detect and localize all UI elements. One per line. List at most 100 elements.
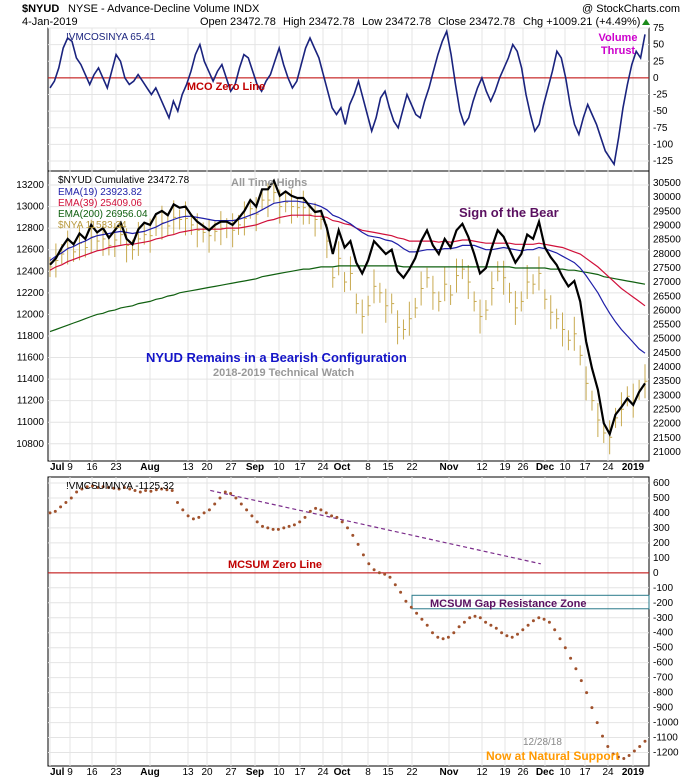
mcsum-dot xyxy=(601,734,604,738)
price-panel-content: 13200 13000 12800 12600 12400 12200 12000 11800… xyxy=(16,178,681,458)
y-tick-label-right: 21500 xyxy=(653,433,681,444)
mcsum-dot xyxy=(553,628,557,632)
y-tick-label: -900 xyxy=(653,703,673,714)
mco-legend: !VMCOSINYA 65.41 xyxy=(66,32,156,43)
mcsum-dot xyxy=(101,485,105,489)
mcsum-dot xyxy=(531,619,535,623)
mcsum-dot xyxy=(361,553,365,557)
mcsum-dot xyxy=(287,524,291,528)
x-tick-label: Jul xyxy=(50,767,65,778)
mcsum-dot xyxy=(207,508,211,512)
mcsum-dot xyxy=(112,486,116,490)
ohlc-low: Low 23472.78 xyxy=(362,16,431,28)
price-legend-0: $NYUD Cumulative 23472.78 xyxy=(58,175,190,186)
mcsum-dot xyxy=(144,489,148,492)
y-tick-label-left: 12200 xyxy=(16,288,44,299)
mcsum-dot xyxy=(245,508,249,512)
all-time-highs-label: All Time Highs xyxy=(231,177,307,189)
y-tick-label-right: 27000 xyxy=(653,277,681,288)
mcsum-panel-content: 600 500 400 300 200 100 0 -100 -200 -300 -400 -500 -… xyxy=(48,478,679,760)
y-tick-label-left: 12000 xyxy=(16,309,44,320)
x-tick-label: 16 xyxy=(86,767,98,778)
x-tick-label: 17 xyxy=(294,462,306,473)
y-tick-label-right: 29500 xyxy=(653,206,681,217)
mcsum-dot xyxy=(154,488,158,492)
x-tick-label: 27 xyxy=(225,767,237,778)
y-tick-label-right: 23500 xyxy=(653,376,681,387)
mcsum-dot xyxy=(117,487,121,491)
price-series-line xyxy=(49,178,646,437)
gap-zone-label: MCSUM Gap Resistance Zone xyxy=(430,598,586,610)
x-tick-label: 9 xyxy=(67,462,73,473)
y-tick-label: 75 xyxy=(653,23,665,34)
y-tick-label: 400 xyxy=(653,508,670,519)
x-tick-label: Jul xyxy=(50,462,65,473)
mcsum-dot xyxy=(526,623,530,627)
mcsum-dot xyxy=(579,679,583,683)
mcsum-dot xyxy=(191,517,195,521)
mcsum-dot xyxy=(420,617,424,621)
thrust-label-line1: Volume xyxy=(599,32,638,44)
price-series-line xyxy=(49,214,646,307)
mco-series-line xyxy=(49,28,646,167)
x-tick-label: 15 xyxy=(382,767,394,778)
y-tick-label: -500 xyxy=(653,643,673,654)
mcsum-dot xyxy=(298,520,302,524)
chart-date: 4-Jan-2019 xyxy=(22,16,78,28)
mcsum-dot xyxy=(627,754,631,757)
x-tick-label: Oct xyxy=(334,767,351,778)
mcsum-dot xyxy=(261,524,264,528)
watermark: @ StockCharts.com xyxy=(582,3,680,15)
thrust-label-line2: Thrust xyxy=(601,45,636,57)
mcsum-dot xyxy=(590,706,594,710)
bearish-config-label: NYUD Remains in a Bearish Configuration xyxy=(146,350,407,365)
natural-support-label: Now at Natural Support xyxy=(486,749,619,763)
mcsum-dot xyxy=(330,514,334,518)
mcsum-dot xyxy=(202,511,206,515)
mcsum-dot xyxy=(165,488,169,492)
mcsum-dot xyxy=(356,542,360,546)
mcsum-dot xyxy=(452,631,456,635)
x-tick-label: 17 xyxy=(579,462,591,473)
x-tick-label: 9 xyxy=(67,767,73,778)
ohlc-open: Open 23472.78 xyxy=(200,16,276,28)
mcsum-dot xyxy=(521,628,525,632)
y-tick-label-left: 13000 xyxy=(16,202,44,213)
x-tick-label: Nov xyxy=(440,767,459,778)
price-legend-4: $NYA 11533.34 xyxy=(58,220,127,231)
x-tick-label: Sep xyxy=(246,462,264,473)
x-tick-label: Dec xyxy=(536,462,555,473)
y-tick-label-right: 23000 xyxy=(653,390,681,401)
y-tick-label-right: 26500 xyxy=(653,291,681,302)
mcsum-dot xyxy=(266,526,270,530)
chart-symbol: $NYUD xyxy=(22,3,59,15)
x-tick-label: 22 xyxy=(406,767,418,778)
mcsum-dot xyxy=(537,616,541,620)
mcsum-dot xyxy=(563,646,567,650)
mcsum-dot xyxy=(308,509,312,513)
x-tick-label: 17 xyxy=(579,767,591,778)
mcsum-dot xyxy=(484,620,488,624)
x-tick-label: 13 xyxy=(182,767,194,778)
mcsum-dot xyxy=(367,562,371,566)
mcsum-dot xyxy=(128,487,132,491)
y-tick-label: -100 xyxy=(653,583,673,594)
y-tick-label: 0 xyxy=(653,73,659,84)
mcsum-dot xyxy=(351,533,355,537)
y-tick-label-right: 22500 xyxy=(653,405,681,416)
mcsum-dot xyxy=(585,691,589,695)
mcsum-dot xyxy=(494,626,498,630)
y-tick-label: -75 xyxy=(653,123,668,134)
mcsum-dot xyxy=(468,616,472,620)
mcsum-dot xyxy=(181,508,185,512)
x-tick-label: 23 xyxy=(110,767,122,778)
x-tick-label: Aug xyxy=(140,462,159,473)
up-triangle-icon xyxy=(642,19,650,25)
technical-watch-label: 2018-2019 Technical Watch xyxy=(213,367,355,379)
y-tick-label-left: 10800 xyxy=(16,439,44,450)
y-tick-label-right: 30500 xyxy=(653,178,681,189)
x-tick-label: Sep xyxy=(246,767,264,778)
mcsum-dot xyxy=(372,568,376,572)
mcsum-zero-label: MCSUM Zero Line xyxy=(228,559,322,571)
x-tick-label: 13 xyxy=(182,462,194,473)
